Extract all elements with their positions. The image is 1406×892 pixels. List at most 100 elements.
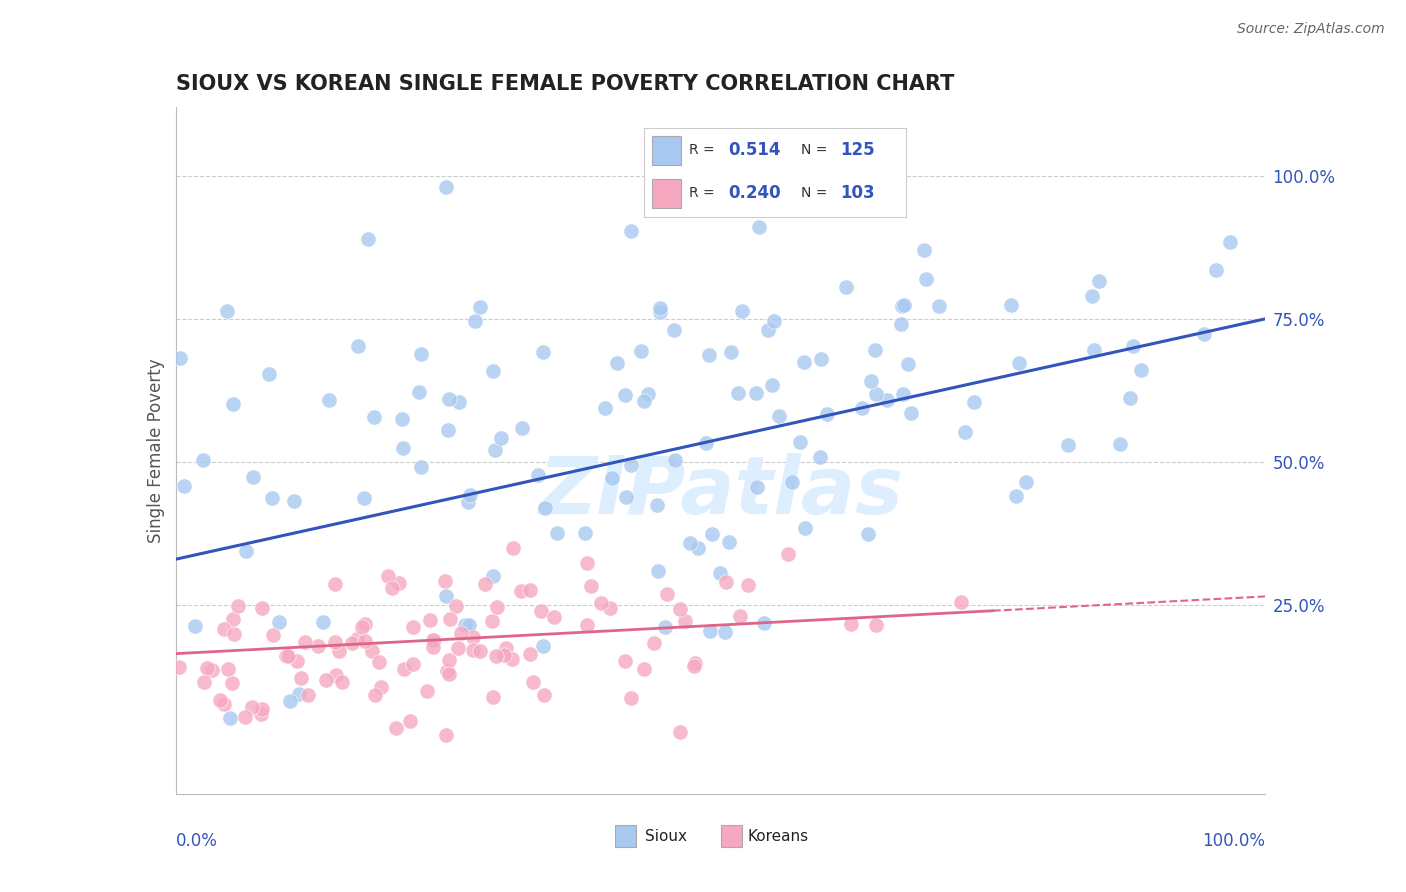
Point — [686, 541, 709, 555]
Point — [1083, 343, 1105, 357]
Point — [673, 614, 696, 628]
Point — [346, 632, 368, 647]
Point — [470, 643, 492, 657]
Point — [423, 632, 446, 647]
Text: Koreans: Koreans — [748, 829, 808, 844]
FancyBboxPatch shape — [614, 825, 636, 847]
Point — [768, 409, 790, 424]
Point — [501, 652, 523, 666]
Text: R =: R = — [689, 144, 714, 157]
Point — [250, 600, 273, 615]
Point — [839, 616, 862, 631]
Point — [330, 675, 353, 690]
Point — [484, 442, 506, 457]
Point — [600, 471, 623, 485]
Point — [212, 622, 235, 636]
Point — [240, 699, 263, 714]
Text: N =: N = — [801, 144, 828, 157]
Point — [630, 343, 652, 358]
Point — [454, 618, 477, 632]
Point — [381, 581, 404, 595]
Point — [647, 564, 669, 578]
Point — [669, 602, 692, 616]
Point — [1118, 391, 1140, 405]
Point — [1205, 263, 1227, 277]
Point — [619, 691, 641, 706]
Point — [262, 628, 284, 642]
Point — [416, 684, 439, 698]
Point — [633, 394, 655, 409]
Point — [531, 345, 554, 359]
Point — [695, 436, 717, 450]
Point — [277, 648, 299, 663]
Point — [434, 589, 457, 603]
Point — [409, 347, 432, 361]
Point — [614, 490, 637, 504]
Point — [810, 351, 832, 366]
Point — [648, 304, 671, 318]
Point — [900, 406, 922, 420]
Point — [377, 568, 399, 582]
Point — [620, 458, 643, 473]
Point — [409, 460, 432, 475]
Point — [436, 664, 458, 678]
Point — [482, 690, 505, 704]
Point — [342, 636, 364, 650]
Point — [392, 662, 415, 676]
Point — [834, 280, 856, 294]
Point — [1081, 289, 1104, 303]
Point — [714, 624, 737, 639]
Point — [865, 386, 887, 401]
Point — [620, 223, 643, 237]
Point — [325, 668, 347, 682]
Point — [450, 625, 472, 640]
Point — [235, 544, 257, 558]
Point — [346, 339, 368, 353]
Point — [474, 577, 496, 591]
Point — [533, 688, 555, 702]
Text: 0.514: 0.514 — [728, 142, 780, 160]
Point — [495, 641, 517, 656]
Point — [491, 431, 513, 445]
Point — [437, 653, 460, 667]
Point — [1004, 489, 1026, 503]
Point — [481, 614, 503, 628]
Point — [890, 299, 912, 313]
Point — [614, 388, 637, 402]
Point — [912, 243, 935, 257]
Point — [439, 612, 461, 626]
Text: 125: 125 — [841, 142, 875, 160]
Point — [437, 667, 460, 681]
Point — [191, 453, 214, 467]
Point — [226, 599, 249, 614]
Point — [859, 375, 882, 389]
Point — [645, 498, 668, 512]
Point — [1088, 274, 1111, 288]
Point — [668, 725, 690, 739]
Point — [851, 401, 873, 415]
Point — [534, 500, 557, 515]
Point — [718, 534, 741, 549]
Point — [290, 671, 312, 685]
Point — [716, 574, 738, 589]
Point — [169, 660, 191, 674]
Point — [464, 314, 486, 328]
Point — [793, 521, 815, 535]
Point — [510, 421, 533, 435]
Point — [593, 401, 616, 416]
Point — [218, 711, 240, 725]
Point — [447, 640, 470, 655]
Point — [278, 694, 301, 708]
Point — [815, 407, 838, 421]
Point — [865, 617, 887, 632]
Point — [388, 575, 411, 590]
Point — [252, 702, 274, 716]
Text: 103: 103 — [841, 185, 875, 202]
Point — [433, 574, 456, 588]
Point — [399, 714, 422, 729]
Point — [1057, 438, 1080, 452]
Point — [591, 595, 613, 609]
Point — [730, 609, 752, 624]
Point — [447, 394, 470, 409]
Point — [754, 616, 776, 631]
